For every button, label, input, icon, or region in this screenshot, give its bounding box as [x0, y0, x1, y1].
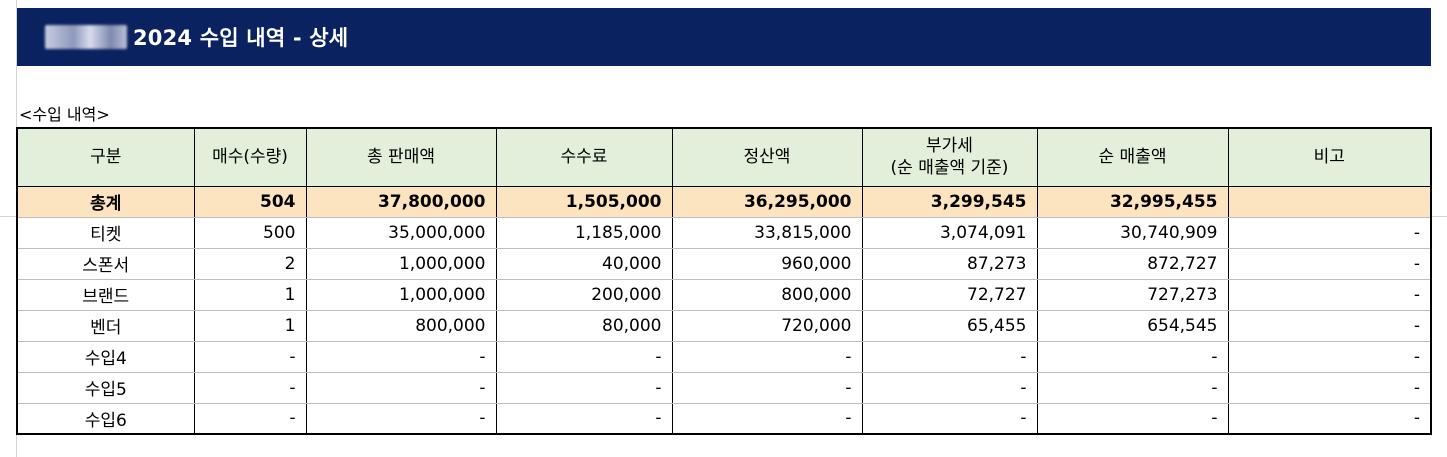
header-label: 부가세 (순 매출액 기준) — [890, 136, 1009, 179]
table-cell[interactable]: 1 — [193, 309, 307, 342]
table-row: 티켓 500 35,000,000 1,185,000 33,815,000 3,074,… — [16, 216, 1432, 249]
table-cell[interactable]: 200,000 — [495, 278, 673, 311]
page-title: 2024 수입 내역 - 상세 — [133, 26, 349, 50]
table-cell[interactable]: 72,727 — [861, 278, 1038, 311]
table-cell[interactable]: 500 — [193, 216, 307, 249]
table-row: 벤더 1 800,000 80,000 720,000 65,455 654,545- — [16, 309, 1432, 342]
table-cell[interactable]: 872,727 — [1036, 247, 1229, 280]
revenue-table: 구분 매수(수량) 총 판매액 수수료 정산액 부가세 (순 매출액 기준) 순… — [16, 127, 1432, 435]
table-cell[interactable]: 40,000 — [495, 247, 673, 280]
row-category-cell[interactable]: 벤더 — [16, 309, 195, 342]
table-cell[interactable]: - — [1227, 247, 1432, 280]
table-cell[interactable]: - — [1227, 278, 1432, 311]
header-label: 구분 — [90, 147, 122, 168]
table-cell[interactable]: 1,185,000 — [495, 216, 673, 249]
table-cell[interactable]: - — [305, 340, 497, 373]
table-cell[interactable]: - — [671, 402, 863, 435]
table-cell[interactable]: 3,074,091 — [861, 216, 1038, 249]
table-cell[interactable]: - — [671, 371, 863, 404]
table-cell[interactable]: 960,000 — [671, 247, 863, 280]
title-bar: 2024 수입 내역 - 상세 — [17, 8, 1431, 66]
table-cell[interactable]: 30,740,909 — [1036, 216, 1229, 249]
table-cell[interactable]: 654,545 — [1036, 309, 1229, 342]
table-cell[interactable]: 720,000 — [671, 309, 863, 342]
header-note[interactable]: 비고 — [1227, 127, 1432, 187]
table-row: 수입4- - - - - - - — [16, 340, 1432, 373]
table-cell[interactable]: 33,815,000 — [671, 216, 863, 249]
table-cell[interactable]: - — [861, 402, 1038, 435]
table-cell[interactable]: 36,295,000 — [671, 185, 863, 218]
table-cell[interactable]: 1,000,000 — [305, 278, 497, 311]
table-cell[interactable]: 1 — [193, 278, 307, 311]
header-fee[interactable]: 수수료 — [495, 127, 673, 187]
table-cell[interactable]: - — [495, 402, 673, 435]
header-label: 순 매출액 — [1098, 147, 1167, 168]
row-category-cell[interactable]: 수입4 — [16, 340, 195, 373]
table-cell[interactable]: 35,000,000 — [305, 216, 497, 249]
section-label: <수입 내역> — [19, 105, 110, 124]
row-category-cell[interactable]: 수입6 — [16, 402, 195, 435]
table-cell[interactable]: 32,995,455 — [1036, 185, 1229, 218]
table-total-row: 총계 504 37,800,000 1,505,000 36,295,000 3,299,… — [16, 185, 1432, 218]
header-vat[interactable]: 부가세 (순 매출액 기준) — [861, 127, 1038, 187]
table-cell[interactable]: - — [1227, 340, 1432, 373]
table-row: 수입5- - - - - - - — [16, 371, 1432, 404]
table-cell[interactable]: 37,800,000 — [305, 185, 497, 218]
table-cell[interactable]: 2 — [193, 247, 307, 280]
table-cell[interactable] — [1227, 185, 1432, 218]
header-label: 정산액 — [743, 147, 791, 168]
header-label: 수수료 — [560, 147, 608, 168]
table-cell[interactable]: 800,000 — [671, 278, 863, 311]
table-cell[interactable]: - — [1227, 371, 1432, 404]
table-cell[interactable]: 80,000 — [495, 309, 673, 342]
table-cell[interactable]: - — [1227, 309, 1432, 342]
table-cell[interactable]: 727,273 — [1036, 278, 1229, 311]
table-cell[interactable]: - — [1227, 402, 1432, 435]
row-category-cell[interactable]: 수입5 — [16, 371, 195, 404]
row-category-cell[interactable]: 브랜드 — [16, 278, 195, 311]
table-cell[interactable]: - — [861, 371, 1038, 404]
header-label: 매수(수량) — [212, 147, 288, 168]
row-category-cell[interactable]: 스폰서 — [16, 247, 195, 280]
table-row: 브랜드 1 1,000,000 200,000 800,000 72,727 727,273… — [16, 278, 1432, 311]
table-cell[interactable]: - — [1036, 340, 1229, 373]
table-cell[interactable]: 800,000 — [305, 309, 497, 342]
table-cell[interactable]: 3,299,545 — [861, 185, 1038, 218]
brand-name-redacted — [45, 25, 127, 49]
table-row: 스폰서 2 1,000,000 40,000 960,000 87,273 872,727- — [16, 247, 1432, 280]
table-cell[interactable]: - — [193, 402, 307, 435]
table-header-row: 구분 매수(수량) 총 판매액 수수료 정산액 부가세 (순 매출액 기준) 순… — [16, 127, 1432, 187]
table-cell[interactable]: - — [193, 340, 307, 373]
table-cell[interactable]: - — [1036, 371, 1229, 404]
table-cell[interactable]: 87,273 — [861, 247, 1038, 280]
row-category-cell[interactable]: 티켓 — [16, 216, 195, 249]
table-cell[interactable]: 1,000,000 — [305, 247, 497, 280]
table-cell[interactable]: - — [495, 340, 673, 373]
header-net-sales[interactable]: 순 매출액 — [1036, 127, 1229, 187]
table-cell[interactable]: - — [305, 371, 497, 404]
table-cell[interactable]: - — [1036, 402, 1229, 435]
table-cell[interactable]: 65,455 — [861, 309, 1038, 342]
table-cell[interactable]: - — [495, 371, 673, 404]
table-cell[interactable]: - — [305, 402, 497, 435]
header-category[interactable]: 구분 — [16, 127, 195, 187]
table-cell[interactable]: - — [861, 340, 1038, 373]
header-settlement[interactable]: 정산액 — [671, 127, 863, 187]
table-cell[interactable]: - — [671, 340, 863, 373]
table-row: 수입6- - - - - - - — [16, 402, 1432, 435]
table-cell[interactable]: - — [1227, 216, 1432, 249]
header-quantity[interactable]: 매수(수량) — [193, 127, 307, 187]
header-total-sales[interactable]: 총 판매액 — [305, 127, 497, 187]
table-cell[interactable]: - — [193, 371, 307, 404]
row-category-cell[interactable]: 총계 — [16, 185, 195, 218]
header-label: 총 판매액 — [367, 147, 435, 168]
header-label: 비고 — [1313, 147, 1345, 168]
table-cell[interactable]: 504 — [193, 185, 307, 218]
table-cell[interactable]: 1,505,000 — [495, 185, 673, 218]
